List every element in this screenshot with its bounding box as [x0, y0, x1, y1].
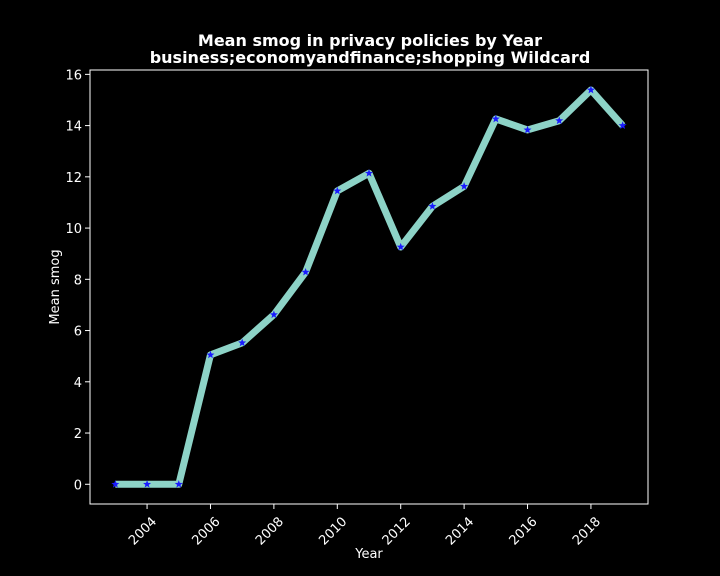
- x-tick-label: 2004: [126, 514, 160, 548]
- data-point-marker: [111, 480, 120, 488]
- data-point-marker: [206, 350, 215, 359]
- y-tick-label: 6: [74, 325, 82, 340]
- data-point-marker: [365, 169, 373, 177]
- y-tick-label: 16: [65, 68, 82, 83]
- y-tick-label: 14: [65, 120, 82, 135]
- x-tick-label: 2006: [190, 514, 224, 548]
- data-point-marker: [396, 242, 405, 251]
- chart-title: Mean smog in privacy policies by Year: [198, 31, 542, 50]
- data-point-marker: [491, 114, 500, 123]
- y-tick-label: 10: [65, 222, 82, 237]
- plot-area: [111, 85, 627, 488]
- y-tick-label: 8: [74, 273, 82, 288]
- x-tick-label: 2012: [380, 514, 414, 548]
- data-point-marker: [301, 267, 310, 276]
- x-tick-label: 2018: [570, 514, 604, 548]
- x-tick-label: 2008: [253, 514, 287, 548]
- series-line: [115, 86, 626, 488]
- x-axis-label: Year: [354, 547, 383, 562]
- y-tick-label: 0: [74, 478, 82, 493]
- data-point-marker: [618, 121, 627, 129]
- plot-frame: [89, 69, 649, 505]
- data-point-marker: [555, 116, 564, 125]
- data-point-marker: [523, 125, 532, 134]
- chart-subtitle: business;economyandfinance;shopping Wild…: [150, 48, 591, 67]
- data-point-marker: [428, 202, 437, 210]
- y-axis-label: Mean smog: [48, 249, 63, 324]
- data-point-marker: [143, 480, 152, 488]
- x-tick-label: 2010: [316, 514, 350, 548]
- data-point-marker: [586, 85, 595, 94]
- axis-ticks: 0 2 4 6 8 10 12 14 16 2004 2006 2008 2010 2012 2014 201…: [65, 68, 604, 548]
- data-point-marker: [269, 310, 278, 319]
- y-tick-label: 4: [74, 376, 82, 391]
- x-tick-label: 2016: [507, 514, 541, 548]
- y-tick-label: 12: [65, 171, 82, 186]
- data-point-marker: [460, 182, 469, 190]
- data-point-marker: [174, 480, 183, 488]
- y-tick-label: 2: [74, 427, 82, 442]
- data-point-marker: [238, 338, 247, 347]
- data-point-marker: [333, 186, 342, 195]
- x-tick-label: 2014: [443, 514, 477, 548]
